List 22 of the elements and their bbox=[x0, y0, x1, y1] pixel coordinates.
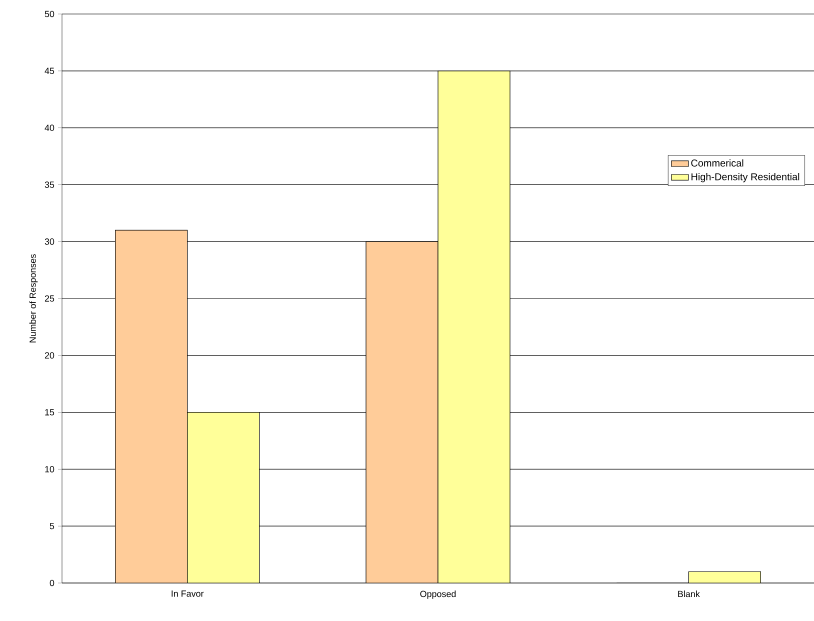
bar bbox=[366, 241, 438, 583]
y-tick-label: 20 bbox=[44, 352, 54, 359]
y-tick-label: 40 bbox=[44, 124, 54, 131]
legend-label: Commerical bbox=[691, 159, 744, 167]
x-tick-label: Blank bbox=[678, 590, 700, 598]
y-tick-label: 45 bbox=[44, 68, 54, 74]
bar bbox=[115, 230, 188, 583]
bar bbox=[688, 571, 761, 583]
y-tick-label: 0 bbox=[50, 580, 54, 586]
x-tick-label: Opposed bbox=[420, 590, 456, 599]
y-tick-label: 10 bbox=[45, 466, 54, 472]
y-tick-label: 30 bbox=[44, 238, 54, 245]
bar bbox=[187, 412, 260, 583]
y-axis-title: Number of Responses bbox=[29, 254, 38, 342]
y-tick-label: 50 bbox=[44, 10, 54, 18]
x-tick-label: In Favor bbox=[172, 590, 204, 597]
bar bbox=[438, 70, 510, 583]
legend-label: High-Density Residential bbox=[692, 172, 800, 182]
y-tick-label: 5 bbox=[50, 522, 54, 530]
y-tick-label: 15 bbox=[45, 409, 54, 416]
y-tick-label: 25 bbox=[44, 295, 54, 302]
y-tick-label: 35 bbox=[44, 182, 54, 188]
